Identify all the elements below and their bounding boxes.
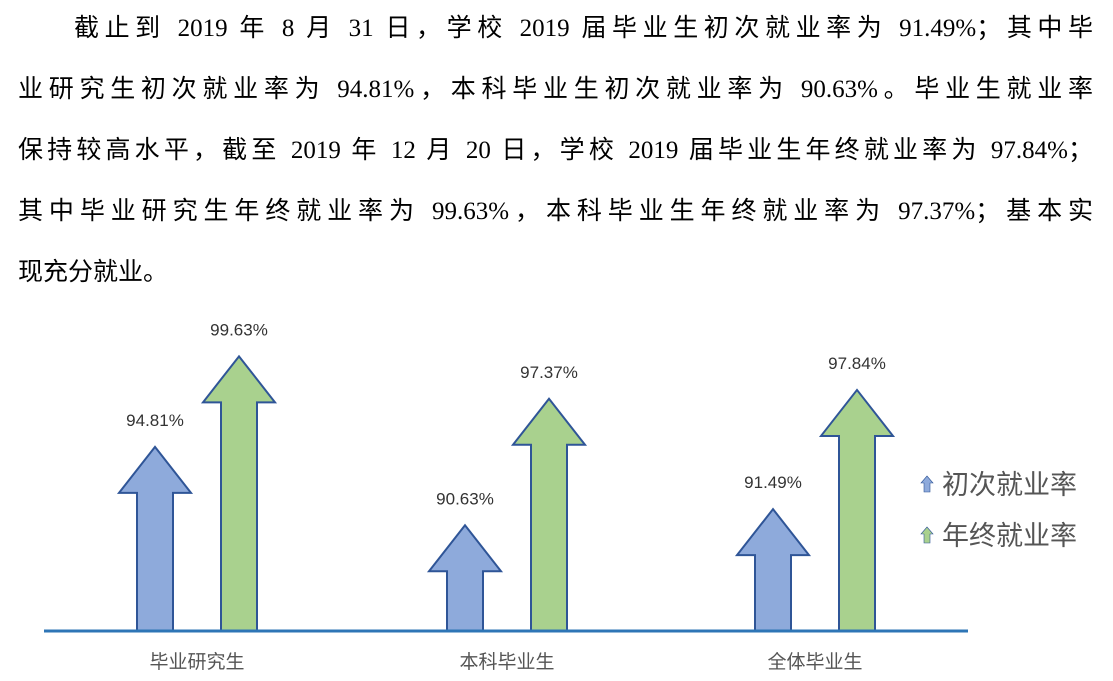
arrow-bar <box>426 523 504 632</box>
data-label: 91.49% <box>744 473 802 492</box>
paragraph: 截止到 2019 年 8 月 31 日，学校 2019 届毕业生初次就业率为 9… <box>18 0 1093 305</box>
arrow-bar <box>818 388 896 632</box>
data-label: 90.63% <box>436 489 494 508</box>
arrow-bar <box>200 354 278 632</box>
category-label: 毕业研究生 <box>149 651 244 673</box>
legend: 初次就业率 年终就业率 <box>920 470 1077 551</box>
category-label: 本科毕业生 <box>459 651 554 673</box>
data-label: 94.81% <box>126 411 184 430</box>
paragraph-line: 保持较高水平，截至 2019 年 12 月 20 日，学校 2019 届毕业生年… <box>18 137 1093 164</box>
arrow-bar <box>510 397 588 632</box>
legend-label: 年终就业率 <box>942 521 1077 551</box>
arrow-bar <box>734 507 812 632</box>
legend-arrow-icon <box>920 526 934 544</box>
legend-arrow-icon <box>920 475 934 493</box>
data-label: 97.84% <box>828 354 886 373</box>
arrow-bar <box>116 445 194 632</box>
legend-label: 初次就业率 <box>942 470 1077 500</box>
paragraph-line: 业研究生初次就业率为 94.81%，本科毕业生初次就业率为 90.63%。毕业生… <box>18 76 1093 103</box>
category-label: 全体毕业生 <box>767 651 862 673</box>
paragraph-line: 其中毕业研究生年终就业率为 99.63%，本科毕业生年终就业率为 97.37%；… <box>18 198 1093 225</box>
paragraph-line: 截止到 2019 年 8 月 31 日，学校 2019 届毕业生初次就业率为 9… <box>74 15 1093 42</box>
data-label: 99.63% <box>210 320 268 339</box>
data-label: 97.37% <box>520 363 578 382</box>
paragraph-line: 现充分就业。 <box>18 259 169 286</box>
